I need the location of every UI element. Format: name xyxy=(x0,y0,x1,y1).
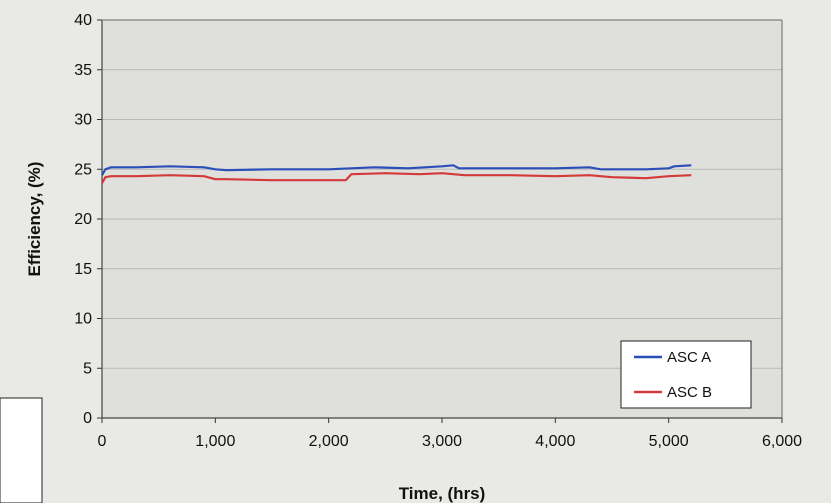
series-lines xyxy=(101,164,692,184)
y-tick-labels: 0 5 10 15 20 25 30 35 40 xyxy=(74,12,92,427)
series-line-asc-b xyxy=(101,172,692,184)
y-tick-label-35: 35 xyxy=(74,62,92,79)
axes xyxy=(97,19,783,423)
x-axis-title: Time, (hrs) xyxy=(399,484,486,503)
x-tick-label-4000: 4,000 xyxy=(535,433,575,450)
legend-box xyxy=(620,340,752,409)
y-tick-label-10: 10 xyxy=(74,311,92,328)
x-tick-label-2000: 2,000 xyxy=(309,433,349,450)
x-tick-label-6000: 6,000 xyxy=(762,433,802,450)
x-tick-label-0: 0 xyxy=(98,433,107,450)
y-tick-label-15: 15 xyxy=(74,261,92,278)
cropped-box xyxy=(0,397,43,503)
legend: ASC A ASC B xyxy=(620,340,752,409)
legend-label-asc-a: ASC A xyxy=(667,349,711,366)
x-tick-label-3000: 3,000 xyxy=(422,433,462,450)
series-line-asc-a xyxy=(101,164,692,176)
x-tick-label-1000: 1,000 xyxy=(195,433,235,450)
legend-label-asc-b: ASC B xyxy=(667,384,712,401)
x-tick-label-5000: 5,000 xyxy=(649,433,689,450)
y-tick-label-30: 30 xyxy=(74,112,92,129)
y-tick-label-20: 20 xyxy=(74,211,92,228)
y-tick-label-25: 25 xyxy=(74,161,92,178)
y-axis-title: Efficiency, (%) xyxy=(25,162,44,277)
y-tick-label-5: 5 xyxy=(83,360,92,377)
y-tick-label-40: 40 xyxy=(74,12,92,29)
y-tick-label-0: 0 xyxy=(83,410,92,427)
x-tick-labels: 0 1,000 2,000 3,000 4,000 5,000 6,000 xyxy=(98,433,803,450)
